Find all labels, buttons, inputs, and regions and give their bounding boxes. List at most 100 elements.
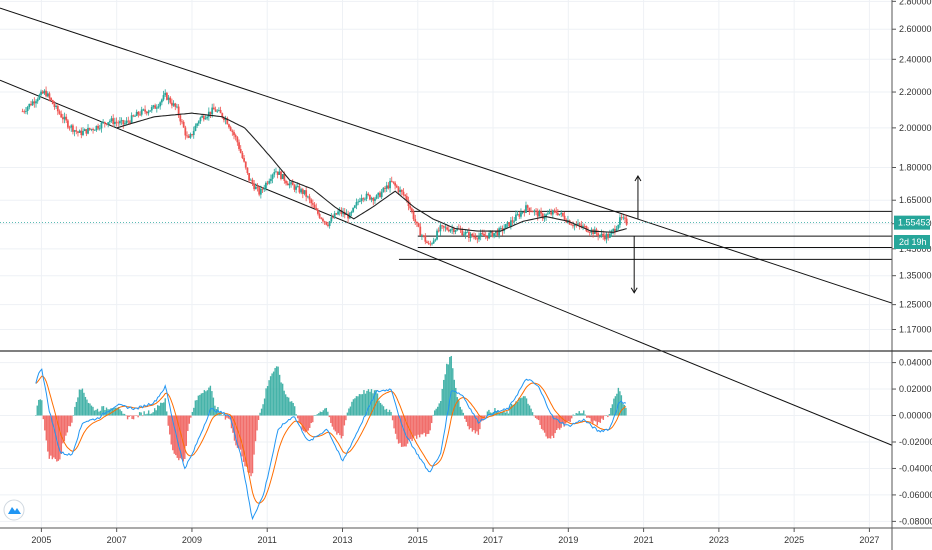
candle-body bbox=[464, 232, 467, 235]
candle-body bbox=[154, 105, 157, 109]
candle-body bbox=[540, 211, 542, 214]
candle-body bbox=[132, 115, 135, 117]
candle-body bbox=[73, 130, 76, 132]
histogram-bar bbox=[170, 415, 172, 445]
last-price-badge: 1.55453 bbox=[894, 215, 931, 230]
histogram-bar bbox=[379, 402, 382, 416]
histogram-bar bbox=[281, 383, 284, 416]
date-tick-label: 2009 bbox=[182, 535, 202, 545]
histogram-bar bbox=[385, 408, 388, 416]
histogram-bar bbox=[209, 385, 212, 416]
candle-body bbox=[491, 231, 494, 237]
candle-body bbox=[26, 107, 29, 111]
candle-body bbox=[520, 212, 522, 217]
candle-body bbox=[301, 189, 304, 194]
candle-body bbox=[285, 180, 287, 184]
histogram-bar bbox=[453, 379, 455, 416]
candle-body bbox=[144, 109, 146, 112]
histogram-bar bbox=[38, 399, 40, 416]
tradingview-logo-icon[interactable] bbox=[3, 499, 25, 521]
candle-body bbox=[209, 111, 212, 115]
candle-body bbox=[461, 230, 464, 236]
histogram-bar bbox=[232, 415, 234, 433]
histogram-bar bbox=[584, 414, 586, 416]
candle-body bbox=[332, 217, 334, 219]
candle-body bbox=[160, 99, 163, 103]
histogram-bar bbox=[95, 409, 97, 416]
candle-body bbox=[253, 183, 256, 190]
histogram-bar bbox=[152, 412, 154, 416]
candle-body bbox=[439, 225, 442, 232]
histogram-bar bbox=[616, 393, 618, 416]
date-tick-label: 2021 bbox=[634, 535, 654, 545]
histogram-bar bbox=[519, 398, 522, 416]
candle-body bbox=[50, 97, 53, 101]
histogram-bar bbox=[561, 415, 564, 424]
histogram-bar bbox=[218, 412, 221, 416]
histogram-bar bbox=[402, 415, 404, 447]
candle-body bbox=[68, 127, 71, 129]
histogram-bar bbox=[102, 406, 105, 416]
candle-body bbox=[473, 236, 475, 238]
candle-body bbox=[174, 103, 177, 107]
candle-body bbox=[244, 161, 247, 168]
histogram-bar bbox=[394, 415, 397, 434]
histogram-bar bbox=[77, 397, 79, 416]
candle-body bbox=[45, 90, 47, 97]
histogram-bar bbox=[354, 398, 356, 416]
candle-body bbox=[206, 116, 209, 119]
histogram-bar bbox=[149, 413, 151, 416]
histogram-bar bbox=[227, 415, 230, 419]
histogram-bar bbox=[488, 409, 490, 416]
histogram-bar bbox=[265, 388, 267, 416]
histogram-bar bbox=[169, 415, 171, 435]
histogram-bar bbox=[263, 398, 266, 416]
candle-body bbox=[295, 186, 297, 190]
histogram-bar bbox=[122, 413, 124, 416]
histogram-bar bbox=[313, 415, 315, 416]
candle-body bbox=[41, 91, 44, 94]
histogram-bar bbox=[580, 413, 582, 416]
histogram-bar bbox=[193, 407, 195, 416]
candle-body bbox=[427, 242, 430, 244]
histogram-bar bbox=[363, 390, 365, 416]
candle-body bbox=[518, 214, 521, 217]
histogram-bar bbox=[604, 415, 606, 417]
histogram-bar bbox=[443, 379, 445, 416]
macd-tick-label: 0.02000 bbox=[899, 384, 932, 394]
histogram-bar bbox=[114, 407, 117, 416]
histogram-bar bbox=[160, 402, 162, 416]
histogram-bar bbox=[412, 415, 415, 438]
candle-body bbox=[164, 92, 167, 96]
histogram-bar bbox=[334, 415, 337, 432]
histogram-bar bbox=[71, 415, 73, 423]
histogram-bar bbox=[491, 412, 493, 416]
candle-body bbox=[419, 226, 422, 236]
histogram-bar bbox=[476, 415, 478, 432]
candle-body bbox=[328, 221, 331, 226]
histogram-bar bbox=[47, 415, 49, 452]
candle-body bbox=[162, 95, 165, 100]
candle-body bbox=[150, 107, 153, 111]
histogram-bar bbox=[51, 415, 54, 460]
candle-body bbox=[139, 114, 141, 116]
candle-body bbox=[509, 220, 512, 227]
histogram-bar bbox=[450, 355, 452, 416]
candle-body bbox=[592, 229, 594, 235]
histogram-bar bbox=[384, 409, 386, 416]
candle-body bbox=[570, 224, 573, 226]
histogram-bar bbox=[575, 413, 577, 416]
histogram-bar bbox=[84, 396, 87, 416]
histogram-bar bbox=[238, 415, 240, 449]
candle-body bbox=[311, 203, 314, 205]
candle-body bbox=[545, 214, 548, 218]
candle-body bbox=[370, 197, 373, 200]
histogram-bar bbox=[501, 411, 504, 416]
candle-body bbox=[612, 228, 615, 232]
candle-body bbox=[268, 180, 271, 184]
candle-body bbox=[369, 194, 371, 200]
histogram-bar bbox=[63, 415, 66, 442]
candle-body bbox=[421, 235, 423, 237]
histogram-bar bbox=[405, 415, 407, 447]
